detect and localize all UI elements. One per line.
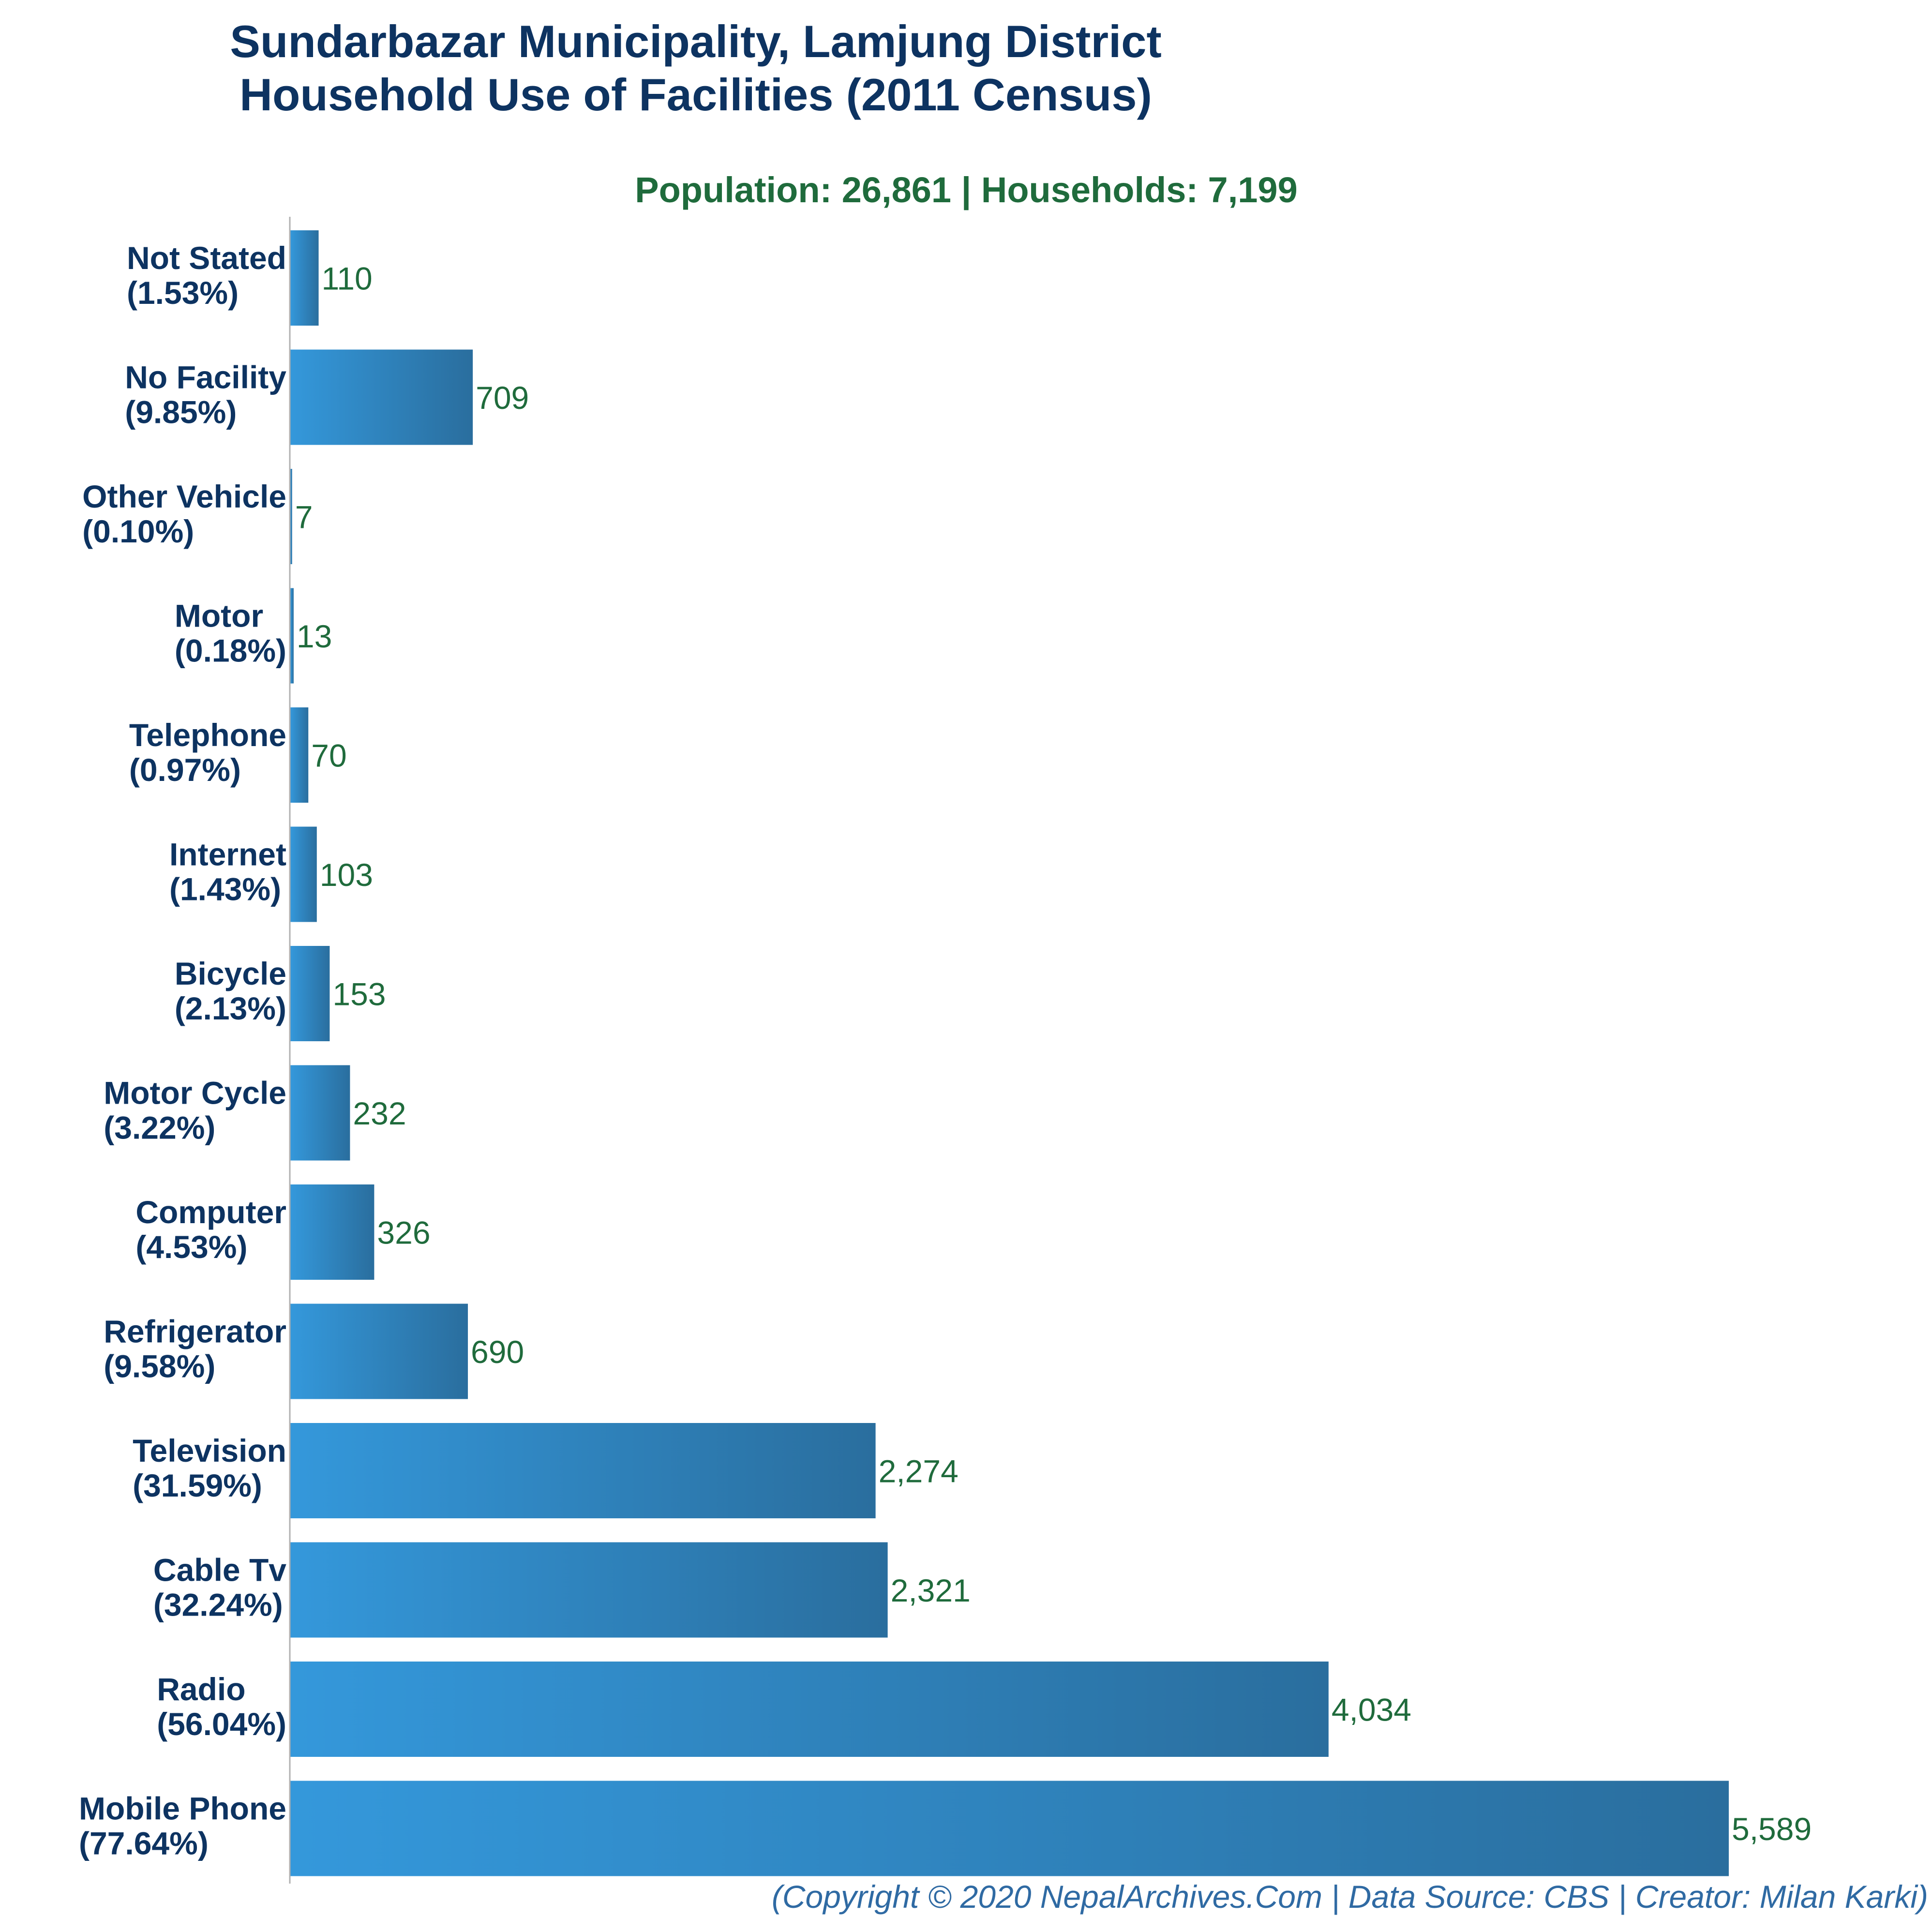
bar-motor: [290, 588, 294, 684]
bar-motor-cycle: [290, 1065, 350, 1161]
category-label: Refrigerator (9.58%): [104, 1314, 286, 1384]
category-label: Mobile Phone (77.64%): [79, 1791, 286, 1861]
value-label: 13: [297, 618, 332, 654]
bar-cable-tv: [290, 1542, 888, 1638]
value-label: 709: [476, 380, 529, 416]
category-label: Telephone (0.97%): [129, 717, 286, 788]
bar-not-stated: [290, 230, 319, 326]
value-label: 110: [322, 261, 373, 297]
bar-mobile-phone: [290, 1781, 1729, 1876]
bars-group: 110 Not Stated (1.53%) 709 No Facility (9.85%…: [79, 230, 1812, 1876]
bar-bicycle: [290, 946, 330, 1041]
bar-computer: [290, 1184, 374, 1280]
value-label: 232: [353, 1095, 406, 1131]
category-label: Cable Tv (32.24%): [153, 1552, 286, 1623]
category-label: Computer (4.53%): [135, 1194, 286, 1265]
category-label: Radio (56.04%): [157, 1671, 286, 1742]
category-label: Other Vehicle (0.10%): [82, 479, 286, 549]
bar-telephone: [290, 707, 309, 803]
bar-radio: [290, 1662, 1329, 1757]
category-label: Motor (0.18%): [175, 598, 286, 669]
value-label: 5,589: [1732, 1811, 1812, 1847]
bar-refrigerator: [290, 1303, 468, 1399]
chart-title-line-2: Household Use of Facilities (2011 Census…: [240, 69, 1152, 120]
footer-credit: (Copyright © 2020 NepalArchives.Com | Da…: [772, 1879, 1928, 1916]
category-label: No Facility (9.85%): [125, 359, 286, 430]
category-label: Internet (1.43%): [169, 837, 286, 907]
category-label: Motor Cycle (3.22%): [104, 1075, 286, 1146]
bar-television: [290, 1423, 876, 1518]
value-label: 690: [471, 1334, 524, 1370]
bar-other-vehicle: [290, 469, 292, 564]
category-label: Television (31.59%): [133, 1433, 286, 1503]
value-label: 7: [295, 499, 313, 535]
value-label: 153: [332, 976, 386, 1012]
chart-subtitle: Population: 26,861 | Households: 7,199: [635, 170, 1298, 210]
value-label: 70: [311, 738, 346, 774]
value-label: 4,034: [1332, 1692, 1411, 1728]
value-label: 2,321: [891, 1573, 971, 1608]
value-label: 326: [377, 1215, 430, 1251]
category-label: Bicycle (2.13%): [175, 956, 286, 1026]
bar-internet: [290, 826, 317, 922]
value-label: 103: [320, 857, 373, 893]
chart-title-line-1: Sundarbazar Municipality, Lamjung Distri…: [230, 16, 1162, 67]
value-label: 2,274: [879, 1453, 959, 1489]
bar-no-facility: [290, 349, 473, 445]
category-label: Not Stated (1.53%): [127, 240, 286, 311]
